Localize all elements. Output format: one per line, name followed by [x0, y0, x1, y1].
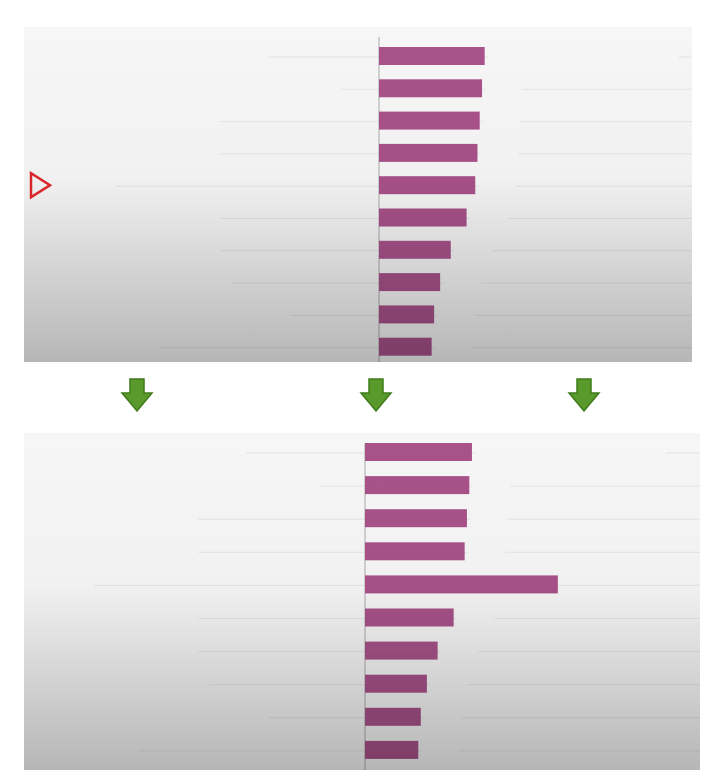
- down-arrow: [120, 378, 154, 413]
- arrows: [120, 378, 601, 413]
- bar: [379, 111, 480, 130]
- bar: [365, 707, 421, 726]
- bar: [379, 273, 441, 292]
- value-bg: [467, 540, 506, 563]
- value-bg: [478, 174, 516, 197]
- label-bg: [34, 474, 319, 497]
- chart: Dairy-friendly vegetarian807 million peo…: [24, 27, 692, 362]
- bar: [379, 305, 435, 324]
- value-bg: [421, 738, 459, 761]
- down-arrow: [567, 378, 601, 413]
- label-bg: [34, 507, 199, 530]
- highlight-marker: [29, 170, 53, 200]
- bar: [365, 443, 472, 461]
- value-bg: [453, 238, 492, 261]
- bar: [365, 575, 558, 594]
- value-bg: [423, 705, 462, 728]
- label-bg: [34, 639, 199, 662]
- value-bg: [437, 303, 475, 326]
- value-bg: [472, 474, 511, 497]
- value-bg: [429, 672, 468, 695]
- value-bg: [434, 335, 473, 358]
- bar: [379, 337, 432, 356]
- bar: [379, 47, 485, 65]
- label-bg: [56, 335, 162, 358]
- value-bg: [469, 206, 508, 229]
- bar: [365, 542, 465, 561]
- value-bg: [469, 507, 508, 530]
- bar: [379, 176, 476, 195]
- value-bg: [456, 606, 495, 629]
- bar: [379, 240, 451, 259]
- value-bg: [474, 441, 666, 463]
- label-bg: [56, 77, 341, 100]
- bar: [379, 208, 467, 227]
- value-bg: [443, 271, 481, 294]
- label-bg: [56, 109, 221, 132]
- down-arrow: [359, 378, 393, 413]
- label-bg: [56, 45, 268, 67]
- bar: [365, 740, 419, 759]
- label-bg: [56, 238, 221, 261]
- value-bg: [440, 639, 479, 662]
- value-bg: [485, 77, 523, 100]
- value-bg: [487, 45, 679, 67]
- label-bg: [34, 738, 140, 761]
- bar: [365, 476, 470, 495]
- label-bg: [56, 206, 221, 229]
- label-bg: [34, 573, 94, 596]
- label-bg: [34, 441, 246, 463]
- bar: [365, 509, 467, 528]
- label-bg: [56, 141, 221, 164]
- label-bg: [34, 672, 209, 695]
- value-bg: [480, 141, 519, 164]
- bar: [365, 674, 427, 693]
- label-bg: [56, 303, 291, 326]
- label-bg: [56, 271, 231, 294]
- bar: [379, 143, 478, 162]
- label-bg: [56, 174, 116, 197]
- value-bg: [482, 109, 521, 132]
- label-bg: [34, 606, 199, 629]
- chart: Dairy-friendly vegetarian807 million peo…: [24, 433, 700, 770]
- bar: [365, 641, 438, 660]
- label-bg: [34, 705, 269, 728]
- bar: [379, 79, 483, 98]
- bar: [365, 608, 454, 627]
- label-bg: [34, 540, 199, 563]
